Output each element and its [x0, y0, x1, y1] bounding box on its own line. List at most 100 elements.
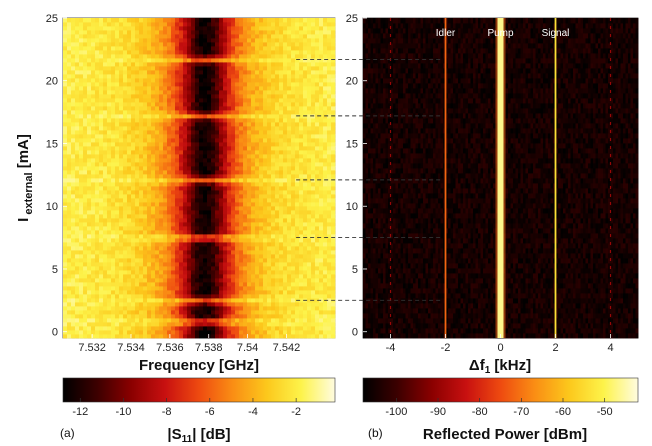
- heatmap-cell: [219, 162, 224, 167]
- heatmap-cell: [99, 78, 104, 83]
- heatmap-cell: [331, 126, 336, 131]
- heatmap-cell: [139, 130, 144, 135]
- heatmap-cell: [279, 286, 284, 291]
- heatmap-cell: [135, 298, 140, 303]
- heatmap-cell: [307, 306, 312, 311]
- heatmap-cell: [71, 250, 76, 255]
- heatmap-cell: [307, 158, 312, 163]
- heatmap-cell: [191, 62, 196, 67]
- heatmap-cell: [87, 158, 92, 163]
- heatmap-cell: [247, 66, 252, 71]
- heatmap-cell: [315, 302, 320, 307]
- heatmap-cell: [147, 250, 152, 255]
- heatmap-cell: [215, 286, 220, 291]
- heatmap-cell: [287, 246, 292, 251]
- heatmap-cell: [179, 170, 184, 175]
- heatmap-cell: [199, 134, 204, 139]
- heatmap-cell: [247, 218, 252, 223]
- heatmap-cell: [239, 326, 244, 331]
- heatmap-cell: [63, 178, 68, 183]
- heatmap-cell: [75, 310, 80, 315]
- heatmap-cell: [267, 198, 272, 203]
- heatmap-cell: [211, 174, 216, 179]
- heatmap-cell: [251, 82, 256, 87]
- heatmap-cell: [131, 78, 136, 83]
- heatmap-cell: [107, 54, 112, 59]
- heatmap-cell: [259, 190, 264, 195]
- heatmap-cell: [191, 58, 196, 63]
- heatmap-cell: [103, 254, 108, 259]
- heatmap-cell: [123, 286, 128, 291]
- heatmap-cell: [163, 114, 168, 119]
- heatmap-cell: [251, 234, 256, 239]
- heatmap-cell: [275, 262, 280, 267]
- heatmap-cell: [143, 158, 148, 163]
- heatmap-cell: [267, 302, 272, 307]
- heatmap-cell: [87, 82, 92, 87]
- heatmap-cell: [143, 290, 148, 295]
- heatmap-cell: [259, 46, 264, 51]
- heatmap-cell: [235, 62, 240, 67]
- heatmap-cell: [223, 102, 228, 107]
- heatmap-cell: [191, 70, 196, 75]
- heatmap-cell: [219, 146, 224, 151]
- heatmap-cell: [87, 314, 92, 319]
- heatmap-cell: [127, 302, 132, 307]
- heatmap-cell: [283, 70, 288, 75]
- heatmap-cell: [239, 138, 244, 143]
- heatmap-cell: [307, 330, 312, 335]
- heatmap-cell: [99, 130, 104, 135]
- heatmap-cell: [303, 142, 308, 147]
- heatmap-cell: [179, 186, 184, 191]
- heatmap-cell: [267, 134, 272, 139]
- heatmap-cell: [259, 162, 264, 167]
- heatmap-cell: [115, 142, 120, 147]
- heatmap-cell: [303, 278, 308, 283]
- heatmap-cell: [79, 114, 84, 119]
- heatmap-cell: [143, 86, 148, 91]
- heatmap-cell: [175, 238, 180, 243]
- heatmap-cell: [223, 86, 228, 91]
- heatmap-cell: [311, 110, 316, 115]
- heatmap-cell: [299, 46, 304, 51]
- heatmap-cell: [219, 170, 224, 175]
- heatmap-cell: [179, 290, 184, 295]
- heatmap-cell: [123, 74, 128, 79]
- heatmap-cell: [259, 142, 264, 147]
- heatmap-cell: [163, 126, 168, 131]
- heatmap-cell: [91, 326, 96, 331]
- heatmap-cell: [327, 246, 332, 251]
- heatmap-cell: [159, 274, 164, 279]
- heatmap-cell: [103, 226, 108, 231]
- heatmap-cell: [99, 178, 104, 183]
- heatmap-cell: [79, 62, 84, 67]
- heatmap-cell: [111, 330, 116, 335]
- heatmap-cell: [239, 274, 244, 279]
- heatmap-cell: [171, 282, 176, 287]
- heatmap-cell: [127, 230, 132, 235]
- heatmap-cell: [331, 106, 336, 111]
- heatmap-cell: [99, 238, 104, 243]
- heatmap-cell: [179, 130, 184, 135]
- heatmap-cell: [107, 146, 112, 151]
- heatmap-cell: [207, 210, 212, 215]
- heatmap-cell: [79, 86, 84, 91]
- heatmap-cell: [243, 242, 248, 247]
- heatmap-cell: [287, 222, 292, 227]
- heatmap-cell: [219, 218, 224, 223]
- heatmap-cell: [227, 106, 232, 111]
- heatmap-cell: [107, 322, 112, 327]
- heatmap-cell: [299, 114, 304, 119]
- heatmap-cell: [119, 42, 124, 47]
- heatmap-cell: [87, 250, 92, 255]
- heatmap-cell: [275, 202, 280, 207]
- heatmap-cell: [183, 142, 188, 147]
- heatmap-cell: [99, 158, 104, 163]
- heatmap-cell: [307, 278, 312, 283]
- heatmap-cell: [287, 178, 292, 183]
- heatmap-cell: [199, 186, 204, 191]
- heatmap-cell: [307, 162, 312, 167]
- heatmap-cell: [183, 210, 188, 215]
- heatmap-cell: [331, 322, 336, 327]
- heatmap-cell: [91, 82, 96, 87]
